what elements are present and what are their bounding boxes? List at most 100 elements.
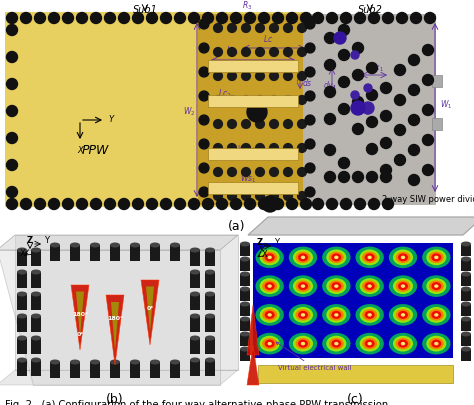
Ellipse shape bbox=[264, 254, 274, 261]
Bar bbox=[240, 244, 250, 256]
Ellipse shape bbox=[205, 247, 215, 252]
Bar bbox=[461, 244, 471, 256]
Circle shape bbox=[118, 13, 129, 23]
Bar bbox=[386, 301, 419, 329]
Ellipse shape bbox=[255, 304, 284, 326]
Bar bbox=[17, 250, 27, 266]
Ellipse shape bbox=[17, 313, 27, 318]
Bar bbox=[240, 349, 250, 361]
Circle shape bbox=[255, 72, 264, 81]
Circle shape bbox=[283, 119, 292, 128]
Polygon shape bbox=[111, 302, 119, 351]
Bar bbox=[31, 360, 41, 376]
Ellipse shape bbox=[331, 340, 341, 347]
Circle shape bbox=[366, 171, 377, 183]
Ellipse shape bbox=[31, 313, 41, 318]
Text: $W_2$: $W_2$ bbox=[182, 106, 195, 118]
Bar bbox=[150, 362, 160, 378]
Circle shape bbox=[305, 91, 315, 101]
Bar bbox=[205, 360, 215, 376]
Ellipse shape bbox=[240, 241, 250, 247]
Circle shape bbox=[381, 164, 392, 175]
Circle shape bbox=[255, 48, 264, 56]
Bar bbox=[240, 334, 250, 346]
Circle shape bbox=[199, 43, 209, 53]
Ellipse shape bbox=[395, 252, 410, 263]
Circle shape bbox=[20, 13, 31, 23]
Circle shape bbox=[199, 187, 209, 197]
Circle shape bbox=[161, 13, 172, 23]
Ellipse shape bbox=[461, 347, 471, 352]
Circle shape bbox=[118, 198, 129, 209]
Bar bbox=[17, 272, 27, 288]
Ellipse shape bbox=[267, 284, 272, 288]
Bar bbox=[198, 14, 316, 205]
Bar bbox=[190, 316, 200, 332]
Ellipse shape bbox=[31, 358, 41, 362]
Text: (b): (b) bbox=[106, 393, 124, 405]
Circle shape bbox=[242, 119, 250, 128]
Ellipse shape bbox=[434, 342, 438, 345]
Circle shape bbox=[340, 198, 352, 209]
Ellipse shape bbox=[360, 307, 380, 323]
Ellipse shape bbox=[356, 333, 384, 354]
Ellipse shape bbox=[334, 256, 338, 259]
Ellipse shape bbox=[356, 247, 384, 268]
Circle shape bbox=[394, 124, 405, 136]
Ellipse shape bbox=[365, 311, 374, 319]
Ellipse shape bbox=[293, 336, 313, 352]
Circle shape bbox=[242, 48, 250, 56]
Bar bbox=[17, 316, 27, 332]
Text: Y: Y bbox=[108, 115, 113, 124]
Bar bbox=[461, 274, 471, 286]
Circle shape bbox=[228, 192, 237, 200]
Ellipse shape bbox=[426, 307, 447, 323]
Circle shape bbox=[298, 119, 306, 128]
Bar bbox=[5, 12, 310, 207]
Circle shape bbox=[199, 115, 209, 125]
Ellipse shape bbox=[426, 278, 447, 294]
Bar bbox=[70, 362, 80, 378]
Bar bbox=[353, 329, 386, 358]
Text: 2-way SIW power divider: 2-way SIW power divider bbox=[382, 195, 474, 204]
Bar bbox=[240, 289, 250, 301]
Ellipse shape bbox=[360, 249, 380, 265]
Circle shape bbox=[298, 96, 306, 104]
Ellipse shape bbox=[240, 271, 250, 277]
Text: Y: Y bbox=[274, 238, 280, 247]
Circle shape bbox=[228, 144, 237, 152]
Ellipse shape bbox=[322, 247, 350, 268]
Ellipse shape bbox=[240, 301, 250, 307]
Text: Z: Z bbox=[257, 238, 263, 247]
Bar bbox=[31, 272, 41, 288]
Bar bbox=[419, 301, 453, 329]
Polygon shape bbox=[15, 235, 238, 370]
Circle shape bbox=[368, 198, 380, 209]
Circle shape bbox=[202, 13, 213, 23]
Circle shape bbox=[228, 119, 237, 128]
Ellipse shape bbox=[461, 301, 471, 307]
Ellipse shape bbox=[426, 336, 447, 352]
Bar bbox=[240, 274, 250, 286]
Circle shape bbox=[228, 72, 237, 81]
Circle shape bbox=[325, 171, 336, 183]
Circle shape bbox=[214, 96, 222, 104]
Circle shape bbox=[20, 198, 31, 209]
Ellipse shape bbox=[110, 243, 120, 247]
Ellipse shape bbox=[205, 292, 215, 296]
Polygon shape bbox=[71, 285, 89, 350]
Circle shape bbox=[301, 13, 311, 23]
Bar bbox=[70, 245, 80, 261]
Text: (a): (a) bbox=[228, 220, 246, 233]
Circle shape bbox=[133, 198, 144, 209]
Ellipse shape bbox=[329, 338, 344, 350]
Ellipse shape bbox=[434, 313, 438, 317]
Text: (c): (c) bbox=[346, 393, 364, 405]
Bar bbox=[386, 243, 419, 272]
Circle shape bbox=[353, 171, 364, 183]
Bar bbox=[205, 294, 215, 310]
Ellipse shape bbox=[70, 360, 80, 364]
Ellipse shape bbox=[295, 309, 310, 321]
Circle shape bbox=[76, 198, 88, 209]
Circle shape bbox=[286, 198, 298, 209]
